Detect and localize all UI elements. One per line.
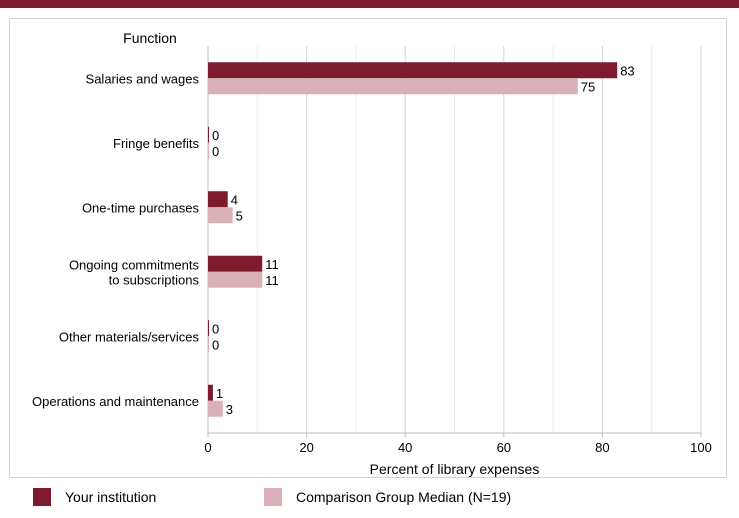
top-accent-bar xyxy=(0,0,739,8)
category-label: to subscriptions xyxy=(109,272,200,287)
bar xyxy=(208,320,209,337)
bar xyxy=(208,271,263,288)
data-label: 11 xyxy=(265,273,279,288)
x-tick-label: 0 xyxy=(204,440,211,455)
legend-label-your-institution: Your institution xyxy=(65,489,157,505)
category-label: Ongoing commitments xyxy=(69,257,200,272)
bar xyxy=(208,384,213,401)
x-tick-label: 60 xyxy=(497,440,511,455)
data-label: 0 xyxy=(212,128,219,143)
data-label: 0 xyxy=(212,144,219,159)
legend-item-comparison-median: Comparison Group Median (N=19) xyxy=(264,484,511,510)
chart-frame xyxy=(9,18,727,478)
bar xyxy=(208,336,209,353)
data-label: 4 xyxy=(231,192,238,207)
x-axis-title: Percent of library expenses xyxy=(370,461,540,477)
data-label: 11 xyxy=(265,257,279,272)
data-label: 3 xyxy=(226,402,233,417)
data-label: 5 xyxy=(236,208,243,223)
category-label: Fringe benefits xyxy=(113,136,199,151)
legend-item-your-institution: Your institution xyxy=(33,484,156,510)
bar xyxy=(208,126,209,143)
category-label: One-time purchases xyxy=(82,200,200,215)
bar xyxy=(208,78,578,95)
category-label: Operations and maintenance xyxy=(32,394,199,409)
bar xyxy=(208,142,209,159)
category-axis-title: Function xyxy=(123,30,177,46)
bar xyxy=(208,191,228,208)
x-tick-label: 40 xyxy=(398,440,412,455)
data-label: 0 xyxy=(212,321,219,336)
category-label: Other materials/services xyxy=(59,329,200,344)
category-label: Salaries and wages xyxy=(86,71,200,86)
bar xyxy=(208,207,233,224)
legend-swatch-your-institution xyxy=(33,488,51,506)
data-label: 0 xyxy=(212,337,219,352)
legend-label-comparison-median: Comparison Group Median (N=19) xyxy=(296,489,512,505)
x-tick-label: 20 xyxy=(299,440,313,455)
x-tick-label: 80 xyxy=(595,440,609,455)
bar xyxy=(208,255,263,272)
data-label: 75 xyxy=(581,79,595,94)
legend-swatch-comparison-median xyxy=(264,488,282,506)
x-tick-label: 100 xyxy=(690,440,712,455)
bar xyxy=(208,62,618,79)
data-label: 1 xyxy=(216,386,223,401)
bar xyxy=(208,400,223,417)
data-label: 83 xyxy=(620,63,634,78)
